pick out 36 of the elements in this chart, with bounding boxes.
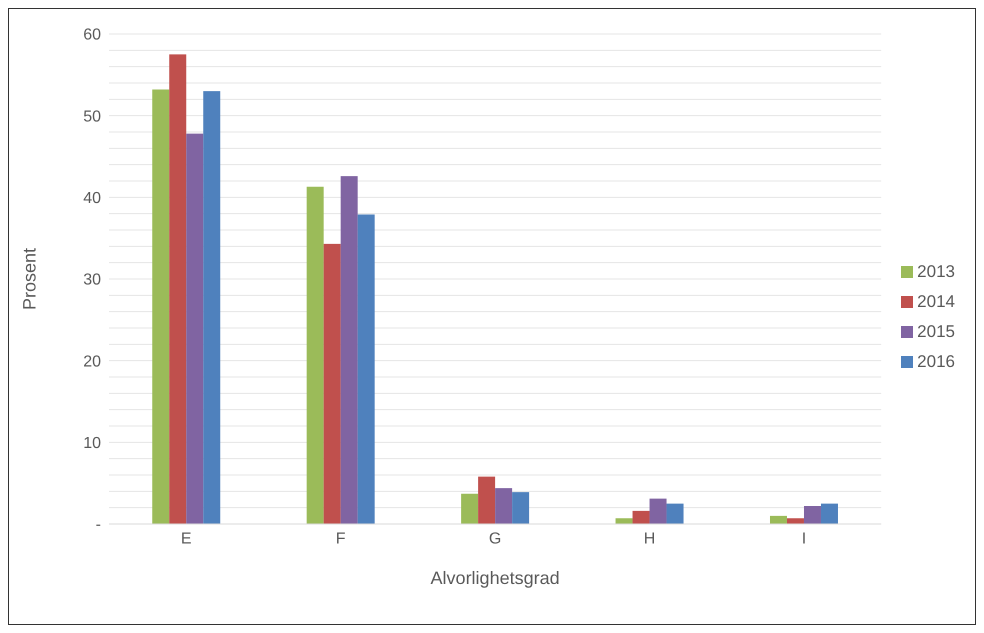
bar <box>495 488 512 524</box>
bar <box>650 498 667 524</box>
bar <box>358 214 375 524</box>
bar <box>632 510 650 524</box>
x-tick-label: E <box>180 530 192 548</box>
y-tick-label: 50 <box>83 108 102 126</box>
bar <box>186 134 204 524</box>
bar <box>203 91 220 524</box>
x-tick-label: F <box>336 530 346 548</box>
y-tick-label: 20 <box>83 353 102 370</box>
bar <box>461 494 478 524</box>
bar <box>804 506 821 524</box>
x-axis-title: Alvorlighetsgrad <box>430 568 560 588</box>
bar <box>306 186 324 524</box>
bar <box>152 90 170 524</box>
bar <box>169 54 186 524</box>
bar <box>340 176 358 524</box>
bar <box>512 492 530 524</box>
y-tick-label: 10 <box>83 435 102 452</box>
y-tick-label: - <box>96 516 101 534</box>
bar <box>324 244 341 524</box>
x-tick-label: H <box>644 530 656 548</box>
legend-label: 2016 <box>917 352 955 370</box>
y-tick-label: 60 <box>83 26 102 44</box>
bar <box>820 504 838 524</box>
bar <box>478 476 496 524</box>
x-tick-label: I <box>802 530 806 548</box>
bar <box>770 516 787 524</box>
y-tick-label: 30 <box>83 272 102 289</box>
x-tick-label: G <box>488 530 502 548</box>
legend-label: 2014 <box>917 292 955 310</box>
legend-label: 2015 <box>917 322 955 340</box>
y-axis-title: Prosent <box>19 248 40 310</box>
bar <box>666 504 684 524</box>
y-tick-label: 40 <box>83 190 102 208</box>
legend-label: 2013 <box>917 262 955 280</box>
